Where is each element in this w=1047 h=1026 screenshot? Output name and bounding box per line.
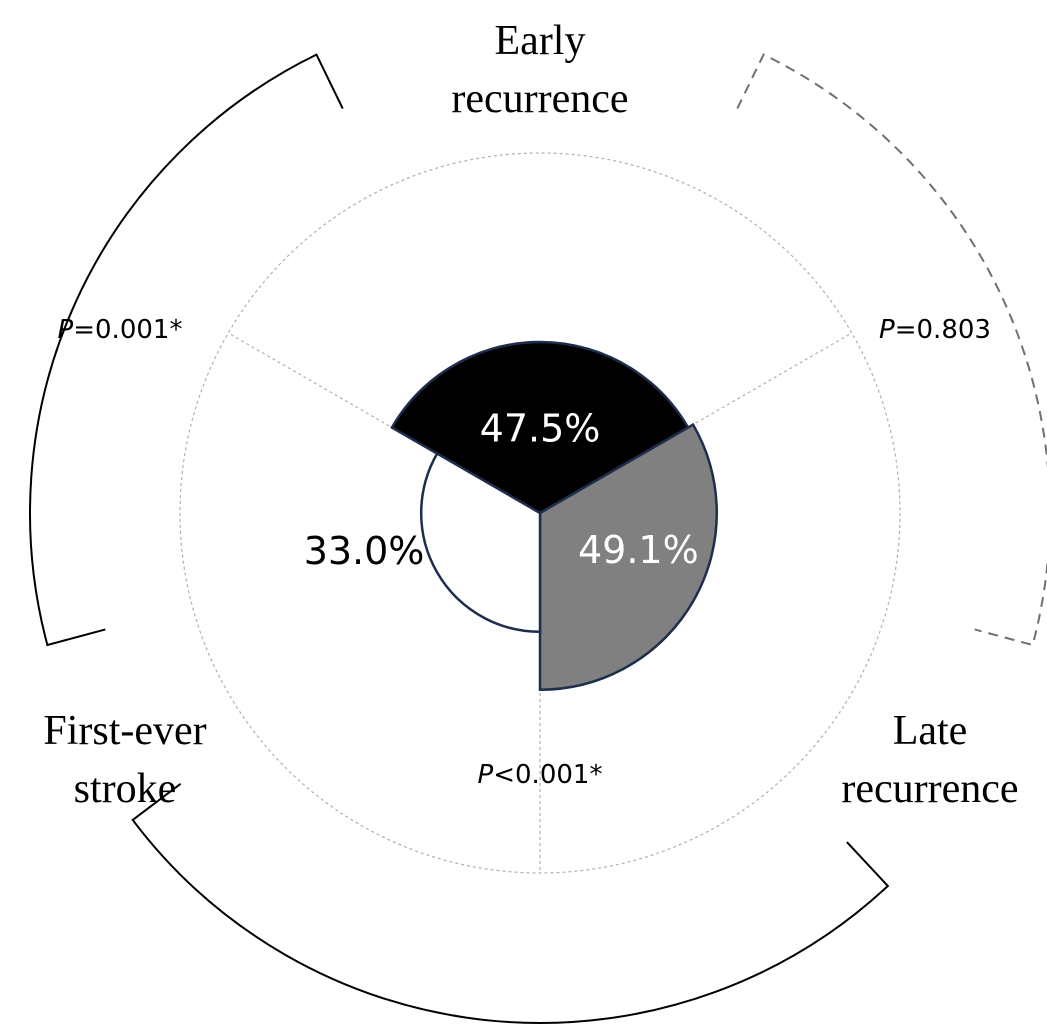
sector (538, 422, 718, 692)
p-symbol: P (879, 315, 895, 345)
p-text: =0.001* (73, 315, 182, 345)
category-label: First-ever stroke (43, 708, 207, 812)
sector (390, 340, 690, 515)
category-label: Early recurrence (451, 18, 629, 122)
bracket (736, 53, 1047, 647)
p-text: =0.803 (895, 315, 991, 345)
outer-ring (179, 152, 901, 874)
p-text: <0.001* (493, 760, 602, 790)
value-label: 49.1% (578, 528, 699, 572)
category-label: Late recurrence (841, 708, 1019, 812)
bracket (131, 783, 890, 1024)
sector (419, 451, 542, 634)
p-symbol: P (58, 315, 74, 345)
value-label: 47.5% (480, 406, 601, 450)
p-value: P=0.803 (879, 315, 991, 345)
p-value: P=0.001* (58, 315, 183, 345)
p-value: P<0.001* (478, 760, 603, 790)
bracket (29, 53, 344, 647)
value-label: 33.0% (304, 529, 425, 573)
p-symbol: P (478, 760, 494, 790)
